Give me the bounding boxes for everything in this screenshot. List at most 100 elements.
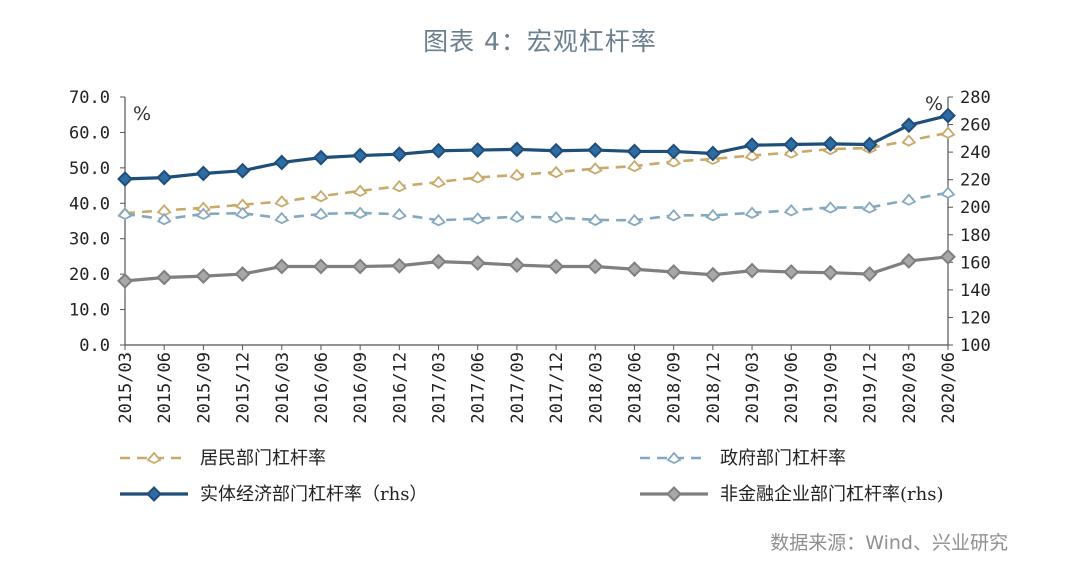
series-3-point — [156, 169, 173, 186]
series-2-point — [117, 207, 133, 220]
series-3-point — [548, 142, 565, 159]
series-1-point — [509, 168, 525, 181]
series-3-point — [234, 162, 251, 179]
series-4-point — [704, 266, 721, 283]
x-tick-label: 2020/03 — [900, 352, 920, 424]
series-4-point — [822, 264, 839, 281]
series-1-point — [587, 162, 603, 175]
series-1-point — [627, 159, 642, 173]
left-tick-label: 30.0 — [69, 230, 110, 250]
x-tick-label: 2018/12 — [704, 352, 724, 424]
series-4-point — [469, 255, 486, 271]
x-tick-label: 2020/06 — [939, 352, 959, 424]
series-4-point — [117, 273, 133, 289]
series-1-point — [431, 175, 446, 189]
series-4-point — [626, 261, 643, 278]
series-2-point — [901, 193, 917, 206]
x-tick-label: 2019/09 — [821, 352, 841, 424]
series-4-point — [508, 257, 525, 274]
series-4-point — [861, 266, 878, 282]
series-3-point — [117, 171, 133, 187]
series-2-point — [313, 207, 329, 220]
series-1-point — [901, 134, 917, 147]
series-2-point — [862, 201, 878, 214]
right-tick-label: 180 — [960, 226, 991, 246]
left-tick-label: 70.0 — [69, 88, 110, 108]
right-axis-unit: % — [925, 93, 943, 115]
series-line-4 — [124, 255, 949, 283]
series-1-point — [548, 165, 564, 179]
right-tick-label: 280 — [960, 88, 991, 108]
x-tick-label: 2017/03 — [430, 352, 450, 424]
series-2-point — [627, 213, 642, 227]
series-3-point — [469, 142, 486, 158]
series-1-point — [470, 171, 486, 184]
series-4-point — [587, 258, 604, 275]
left-tick-label: 50.0 — [69, 159, 110, 179]
x-tick-label: 2019/03 — [743, 352, 763, 424]
series-1-point — [744, 149, 760, 162]
series-3-point — [352, 147, 369, 164]
right-tick-label: 200 — [960, 198, 991, 218]
series-1-point — [313, 189, 329, 203]
right-tick-label: 260 — [960, 116, 991, 136]
left-tick-label: 10.0 — [69, 301, 110, 321]
x-tick-label: 2017/12 — [547, 352, 567, 424]
series-3-point — [822, 135, 839, 152]
series-2-point — [705, 208, 721, 222]
series-2-point — [548, 211, 564, 224]
x-tick-label: 2018/09 — [665, 352, 685, 424]
right-tick-label: 160 — [960, 253, 991, 273]
series-2-point — [195, 207, 211, 220]
x-tick-label: 2015/09 — [194, 352, 214, 424]
x-tick-label: 2015/06 — [155, 352, 175, 424]
legend-label-2: 政府部门杠杆率 — [720, 448, 846, 469]
series-2-point — [744, 206, 760, 219]
series-2-point — [431, 213, 446, 227]
series-3-point — [940, 107, 956, 124]
series-3-point — [626, 143, 643, 160]
series-3-point — [313, 149, 329, 166]
series-4-point — [156, 269, 173, 286]
series-3-point — [195, 165, 212, 182]
series-line-1 — [124, 131, 949, 215]
series-3-point — [273, 154, 290, 171]
right-tick-label: 240 — [960, 143, 991, 163]
legend-marker-4 — [666, 486, 682, 502]
chart-title: 图表 4：宏观杠杆率 — [423, 27, 657, 56]
series-4-point — [273, 258, 290, 275]
x-tick-label: 2016/12 — [390, 352, 410, 424]
series-1-point — [274, 195, 290, 208]
x-tick-label: 2016/03 — [273, 352, 293, 424]
x-tick-label: 2019/06 — [782, 352, 802, 424]
series-2-point — [391, 207, 407, 221]
series-4-point — [548, 258, 565, 275]
series-3-point — [391, 146, 408, 163]
left-tick-label: 20.0 — [69, 265, 110, 285]
x-tick-label: 2016/09 — [351, 352, 371, 424]
series-line-2 — [124, 191, 949, 222]
x-tick-label: 2015/03 — [116, 352, 136, 424]
series-4-point — [313, 258, 329, 275]
series-4-point — [352, 258, 369, 275]
left-tick-label: 40.0 — [69, 194, 110, 214]
right-tick-label: 100 — [960, 336, 991, 356]
series-3-point — [508, 141, 525, 158]
series-1-point — [940, 126, 956, 139]
series-2-point — [783, 203, 799, 217]
right-tick-label: 140 — [960, 281, 991, 301]
series-2-point — [509, 210, 525, 223]
series-4-point — [234, 266, 251, 282]
series-1-point — [391, 179, 407, 193]
legend-marker-2 — [666, 451, 682, 465]
series-4-point — [665, 264, 682, 280]
series-3-point — [665, 143, 682, 160]
legend-label-3: 实体经济部门杠杆率（rhs） — [200, 484, 427, 505]
series-2-point — [822, 201, 838, 214]
series-3-point — [704, 145, 721, 162]
series-2-point — [470, 212, 486, 225]
series-4-point — [430, 253, 447, 270]
series-4-point — [744, 262, 760, 279]
x-tick-label: 2016/06 — [312, 352, 332, 424]
